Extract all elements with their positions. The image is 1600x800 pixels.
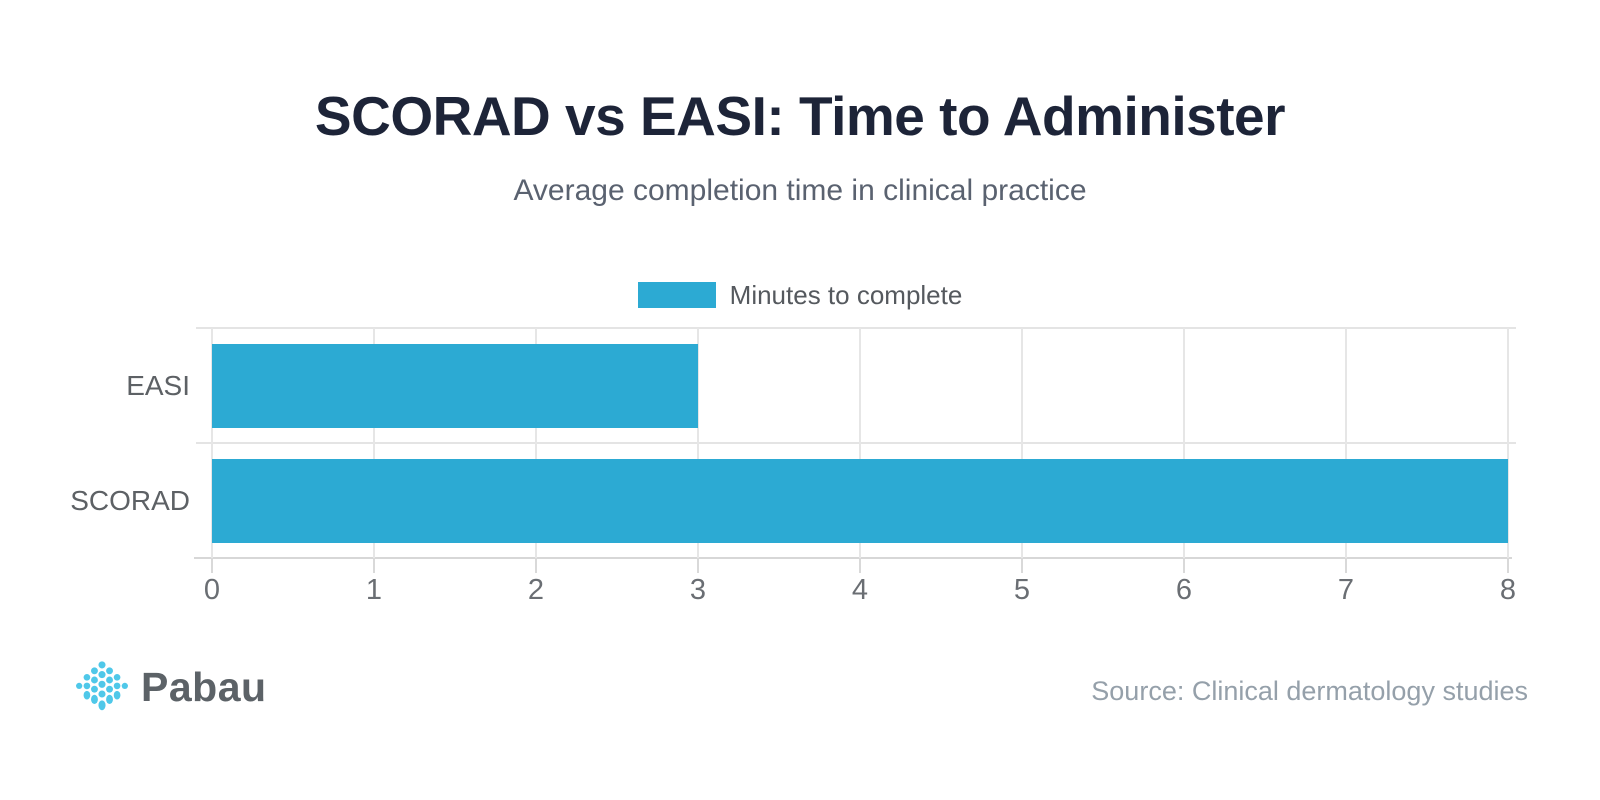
axis-tick	[1021, 558, 1023, 573]
x-tick-label: 0	[203, 574, 221, 606]
brand-name: Pabau	[141, 663, 267, 710]
bar-easi	[212, 344, 698, 428]
gridline-vertical	[697, 328, 699, 558]
category-label-easi: EASI	[126, 370, 190, 401]
x-tick-label: 4	[851, 574, 869, 606]
x-tick-label: 6	[1175, 574, 1193, 606]
x-axis-line	[194, 557, 1512, 559]
bar-scorad	[212, 459, 1508, 543]
x-tick-label: 2	[527, 574, 545, 606]
axis-tick	[373, 558, 375, 573]
gridline-vertical	[1507, 328, 1509, 558]
gridline-vertical	[1183, 328, 1185, 558]
category-label-scorad: SCORAD	[70, 485, 190, 516]
gridline-vertical	[211, 328, 213, 558]
x-tick-label: 7	[1337, 574, 1355, 606]
gridline-vertical	[859, 328, 861, 558]
axis-tick	[1345, 558, 1347, 573]
axis-tick	[697, 558, 699, 573]
x-tick-label: 1	[365, 574, 383, 606]
source-text: Source: Clinical dermatology studies	[1091, 676, 1528, 706]
x-tick-label: 5	[1013, 574, 1031, 606]
plot-area: 0 1 2 3 4 5 6 7 8 EASI SCORAD	[70, 327, 1516, 606]
pabau-logo-icon	[76, 659, 128, 715]
gridline-vertical	[373, 328, 375, 558]
gridline-vertical	[1345, 328, 1347, 558]
legend-label: Minutes to complete	[729, 280, 963, 310]
axis-tick	[211, 558, 213, 573]
gridline-vertical	[1021, 328, 1023, 558]
x-tick-label: 8	[1499, 574, 1517, 606]
axis-tick	[859, 558, 861, 573]
gridline-horizontal-top	[196, 327, 1516, 329]
x-tick-label: 3	[689, 574, 707, 606]
axis-tick	[1183, 558, 1185, 573]
axis-tick	[1507, 558, 1509, 573]
chart-subtitle: Average completion time in clinical prac…	[513, 174, 1087, 207]
legend: Minutes to complete	[0, 282, 1600, 308]
pabau-logo: Pabau	[76, 656, 267, 718]
chart-title: SCORAD vs EASI: Time to Administer	[314, 85, 1286, 147]
gridline-vertical	[535, 328, 537, 558]
gridline-horizontal-middle	[196, 442, 1516, 444]
legend-swatch	[637, 282, 716, 308]
axis-tick	[535, 558, 537, 573]
